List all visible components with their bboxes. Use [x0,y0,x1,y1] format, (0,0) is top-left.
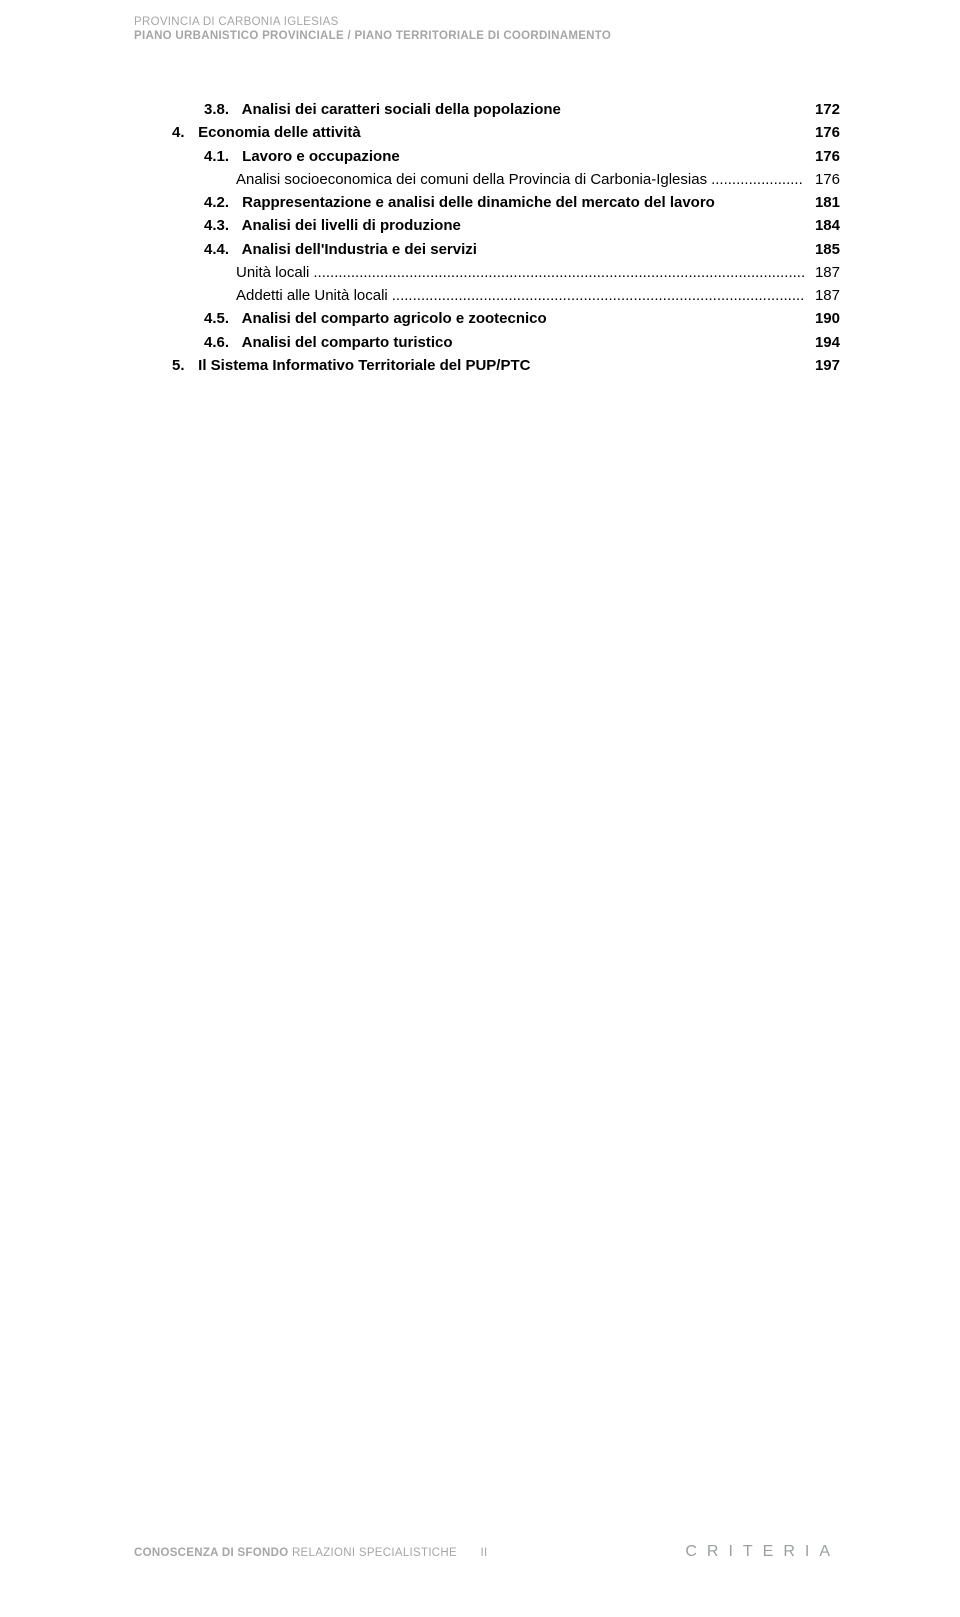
toc-prefix: 4.2. [204,191,238,214]
toc-row: 4.1. Lavoro e occupazione176 [134,145,840,168]
toc-text: Lavoro e occupazione [242,148,400,165]
toc-dot-leader: ........................................… [707,168,804,191]
toc-text: Rappresentazione e analisi delle dinamic… [242,194,715,211]
toc-page-number: 184 [804,214,840,237]
toc-row: 4.5. Analisi del comparto agricolo e zoo… [134,307,840,330]
toc-text: Analisi dei caratteri sociali della popo… [242,101,561,118]
toc-label: 4. Economia delle attività [172,121,804,144]
toc-text: Economia delle attività [198,124,361,141]
toc-label: 4.5. Analisi del comparto agricolo e zoo… [204,307,804,330]
toc-row: 4.2. Rappresentazione e analisi delle di… [134,191,840,214]
toc-page-number: 190 [804,307,840,330]
toc-prefix: 4.5. [204,307,238,330]
toc-label: Analisi socioeconomica dei comuni della … [236,168,707,191]
toc-dot-leader: ........................................… [388,284,804,307]
table-of-contents: 3.8. Analisi dei caratteri sociali della… [134,98,840,377]
footer-page-number: II [481,1547,488,1559]
footer-brand: CRITERIA [685,1543,840,1561]
toc-row: 4. Economia delle attività176 [134,121,840,144]
toc-prefix: 5. [172,354,194,377]
toc-row: Analisi socioeconomica dei comuni della … [134,168,840,191]
toc-text: Analisi del comparto agricolo e zootecni… [242,310,547,327]
toc-label: 4.6. Analisi del comparto turistico [204,331,804,354]
toc-page-number: 187 [804,284,840,307]
toc-row: Addetti alle Unità locali...............… [134,284,840,307]
toc-label: 4.1. Lavoro e occupazione [204,145,804,168]
toc-page-number: 187 [804,261,840,284]
toc-page-number: 176 [804,168,840,191]
footer-section-bold: CONOSCENZA DI SFONDO [134,1547,288,1559]
toc-text: Analisi dei livelli di produzione [242,217,461,234]
toc-page-number: 181 [804,191,840,214]
toc-prefix: 4.3. [204,214,238,237]
toc-page-number: 176 [804,121,840,144]
toc-dot-leader: ........................................… [309,261,804,284]
toc-prefix: 4.4. [204,238,238,261]
toc-text: Analisi del comparto turistico [242,334,453,351]
header-plan-title: PIANO URBANISTICO PROVINCIALE / PIANO TE… [134,30,840,42]
toc-page-number: 197 [804,354,840,377]
toc-label: 3.8. Analisi dei caratteri sociali della… [204,98,804,121]
toc-page-number: 172 [804,98,840,121]
toc-row: 5. Il Sistema Informativo Territoriale d… [134,354,840,377]
footer-left: CONOSCENZA DI SFONDO RELAZIONI SPECIALIS… [134,1547,488,1559]
toc-prefix: 4.6. [204,331,238,354]
toc-label: Unità locali [236,261,309,284]
toc-row: 4.4. Analisi dell'Industria e dei serviz… [134,238,840,261]
page-footer: CONOSCENZA DI SFONDO RELAZIONI SPECIALIS… [0,1543,960,1561]
toc-label: 4.3. Analisi dei livelli di produzione [204,214,804,237]
toc-text: Unità locali [236,264,309,281]
toc-page-number: 194 [804,331,840,354]
toc-row: 4.6. Analisi del comparto turistico194 [134,331,840,354]
toc-text: Il Sistema Informativo Territoriale del … [198,357,530,374]
toc-label: 5. Il Sistema Informativo Territoriale d… [172,354,804,377]
toc-prefix: 3.8. [204,98,238,121]
header-province: PROVINCIA DI CARBONIA IGLESIAS [134,16,840,28]
toc-text: Addetti alle Unità locali [236,287,388,304]
footer-section-light: RELAZIONI SPECIALISTICHE [288,1547,457,1559]
toc-text: Analisi socioeconomica dei comuni della … [236,171,707,188]
toc-prefix: 4. [172,121,194,144]
toc-text: Analisi dell'Industria e dei servizi [242,241,477,258]
toc-row: 3.8. Analisi dei caratteri sociali della… [134,98,840,121]
toc-row: 4.3. Analisi dei livelli di produzione18… [134,214,840,237]
toc-page-number: 185 [804,238,840,261]
toc-label: Addetti alle Unità locali [236,284,388,307]
toc-label: 4.2. Rappresentazione e analisi delle di… [204,191,804,214]
toc-prefix: 4.1. [204,145,238,168]
toc-label: 4.4. Analisi dell'Industria e dei serviz… [204,238,804,261]
toc-row: Unità locali............................… [134,261,840,284]
toc-page-number: 176 [804,145,840,168]
